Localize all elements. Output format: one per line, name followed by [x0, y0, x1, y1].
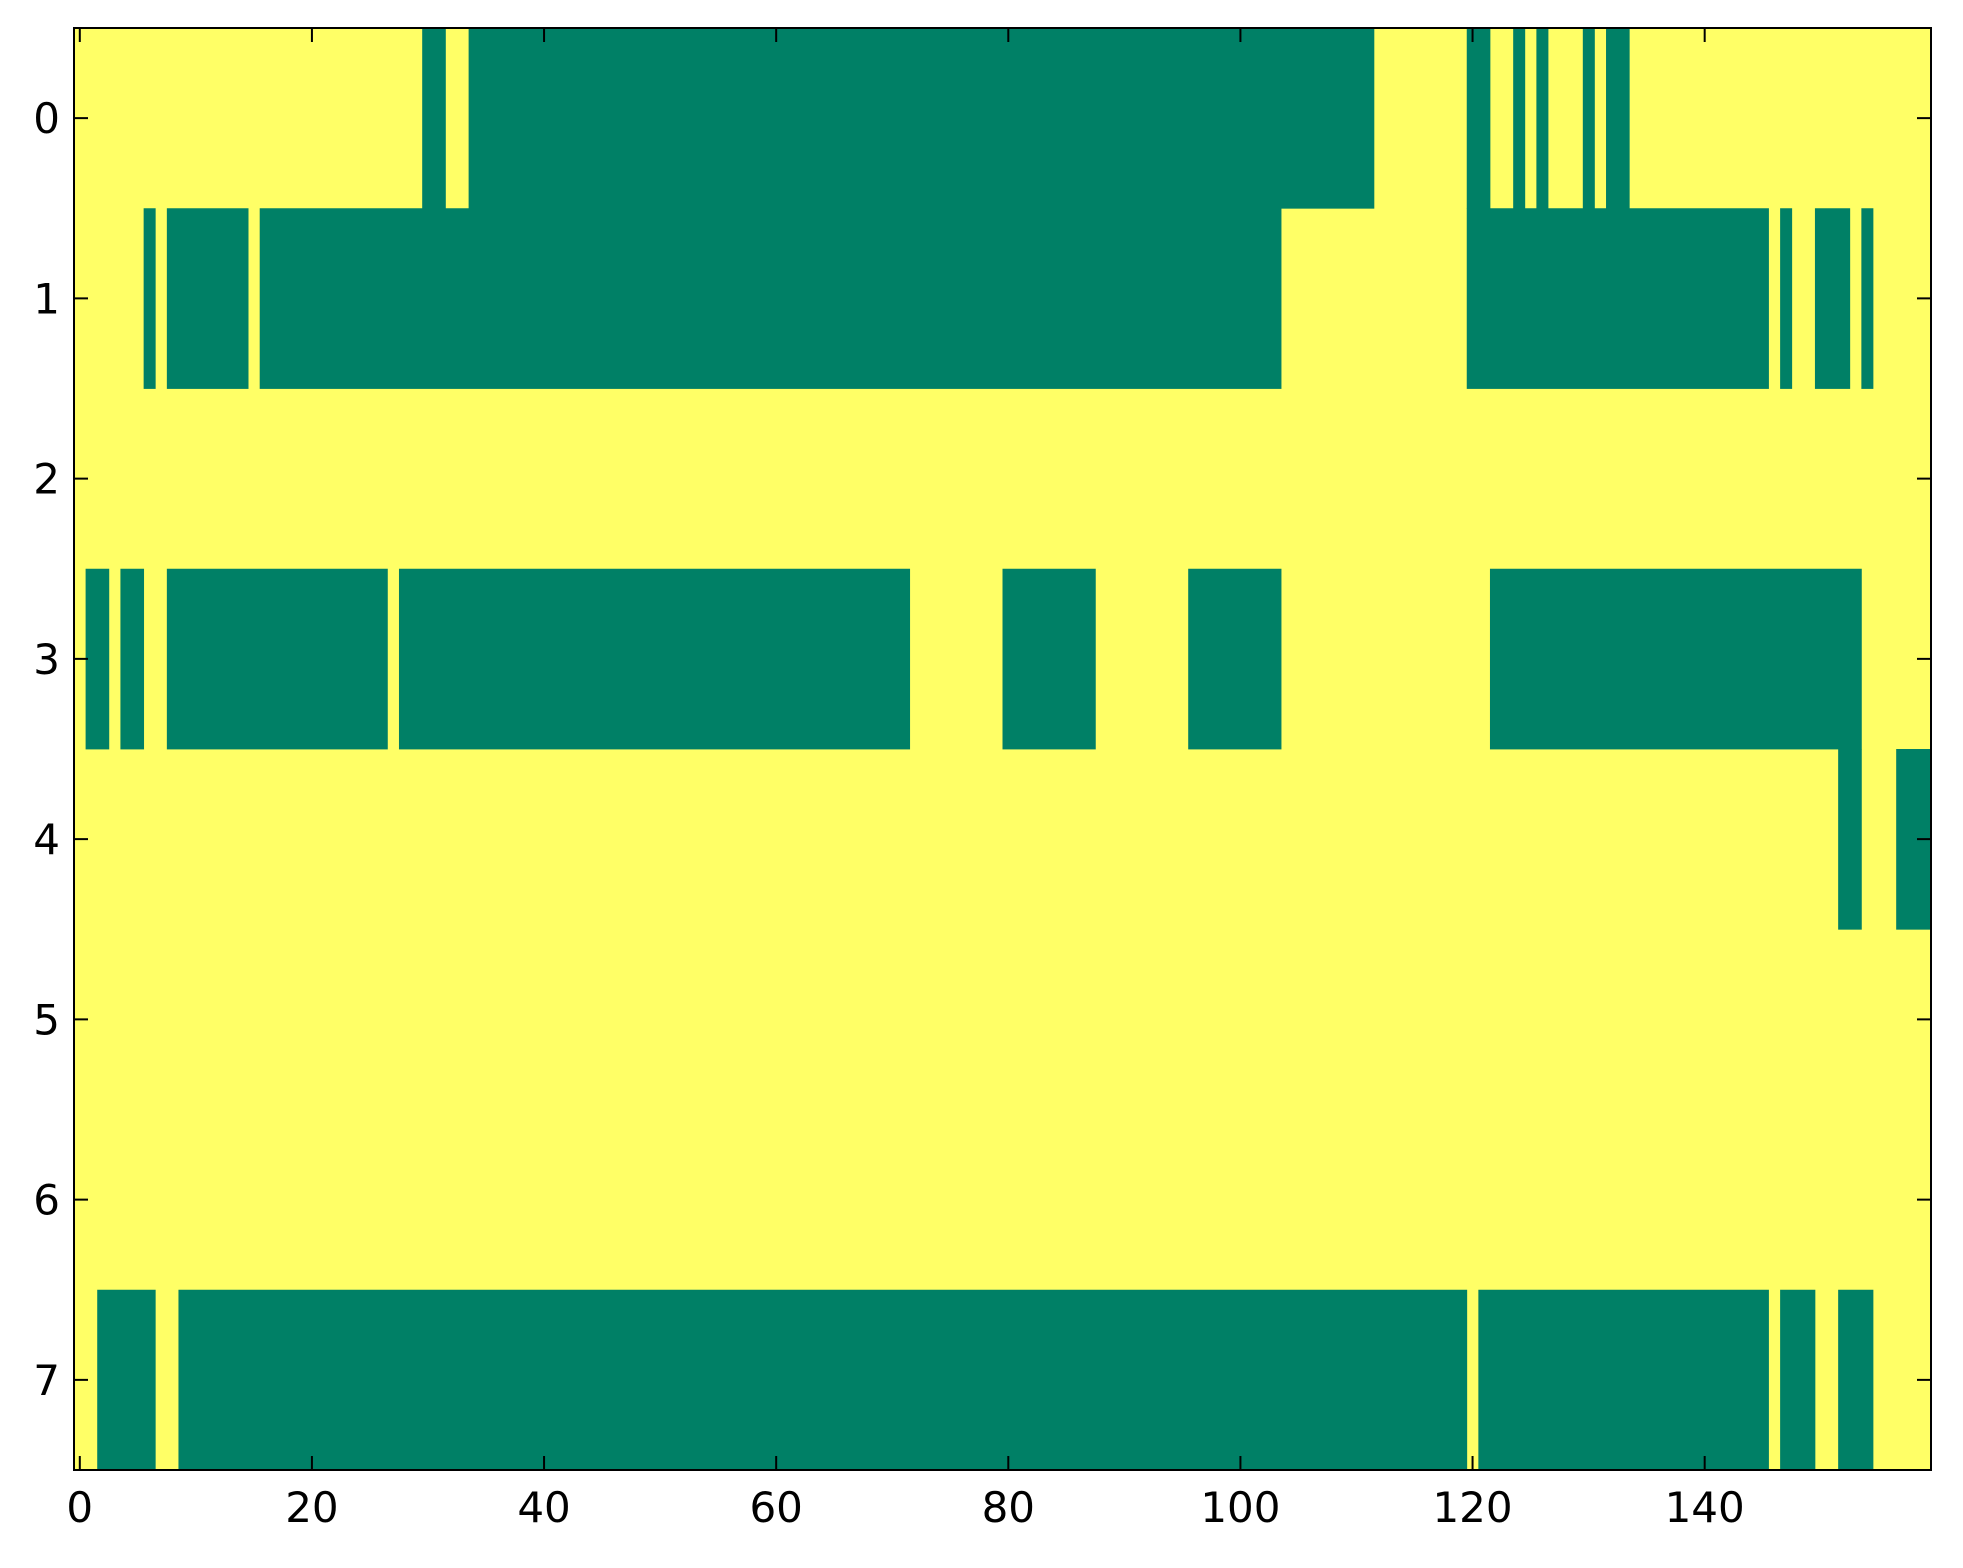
heatmap-cell-run-row-3-col-1-2	[85, 568, 110, 750]
y-tick-label-4: 4	[33, 815, 60, 864]
y-tick-label-2: 2	[33, 455, 60, 504]
heatmap-cell-run-row-7-col-121-145	[1478, 1289, 1769, 1471]
y-tick-label-0: 0	[33, 94, 60, 143]
heatmap-cell-run-row-3-col-4-5	[120, 568, 145, 750]
y-tick-label-3: 3	[33, 635, 60, 684]
x-tick-label-60: 60	[749, 1483, 802, 1532]
x-tick-label-80: 80	[982, 1483, 1035, 1532]
y-tick-label-7: 7	[33, 1356, 60, 1405]
heatmap-cell-run-row-4-col-152-153	[1838, 749, 1862, 930]
heatmap-cell-run-row-3-col-80-87	[1002, 568, 1096, 750]
x-tick-label-120: 120	[1432, 1483, 1512, 1532]
heatmap-cell-run-row-3-col-96-103	[1188, 568, 1282, 750]
heatmap-cell-run-row-7-col-9-119	[178, 1289, 1468, 1471]
heatmap-cell-run-row-3-col-8-26	[166, 568, 388, 750]
heatmap-cell-run-row-0-col-130-130	[1582, 28, 1595, 209]
heatmap-cell-run-row-1-col-147-147	[1780, 208, 1793, 389]
heatmap-cell-run-row-0-col-30-31	[422, 28, 446, 209]
heatmap-cell-run-row-7-col-147-149	[1780, 1289, 1816, 1471]
heatmap-cell-run-row-0-col-124-124	[1513, 28, 1526, 209]
heatmap-cell-run-row-1-col-120-145	[1466, 208, 1769, 389]
x-tick-label-20: 20	[285, 1483, 338, 1532]
heatmap-cell-run-row-0-col-126-126	[1536, 28, 1549, 209]
x-tick-label-40: 40	[517, 1483, 570, 1532]
heatmap-cells	[74, 28, 1932, 1471]
y-tick-label-1: 1	[33, 274, 60, 323]
axes-frame	[73, 27, 1932, 1471]
heatmap-cell-run-row-7-col-152-154	[1838, 1289, 1874, 1471]
heatmap-cell-run-row-1-col-150-152	[1814, 208, 1851, 389]
heatmap-cell-run-row-1-col-8-14	[166, 208, 249, 389]
heatmap-cell-run-row-0-col-120-121	[1466, 28, 1491, 209]
heatmap-cell-run-row-3-col-28-71	[398, 568, 911, 750]
y-tick-label-6: 6	[33, 1176, 60, 1225]
heatmap-cell-run-row-1-col-6-6	[143, 208, 156, 389]
y-tick-label-5: 5	[33, 995, 60, 1044]
heatmap-cell-run-row-0-col-132-133	[1606, 28, 1630, 209]
heatmap-cell-run-row-1-col-154-154	[1861, 208, 1874, 389]
heatmap-cell-run-row-0-col-34-111	[468, 28, 1375, 209]
x-tick-label-140: 140	[1665, 1483, 1745, 1532]
heatmap-cell-run-row-7-col-2-6	[97, 1289, 156, 1471]
plot-frame	[73, 27, 1932, 1471]
x-tick-label-0: 0	[66, 1483, 93, 1532]
y-axis-ticks: 0 1 2 3 4 5 6 7	[33, 94, 1931, 1405]
heatmap-cell-run-row-1-col-16-103	[259, 208, 1282, 389]
x-axis-ticks: 0 20 40 60 80 100 120 140	[66, 28, 1745, 1532]
x-tick-label-100: 100	[1200, 1483, 1280, 1532]
heatmap-cell-run-row-3-col-122-153	[1489, 568, 1862, 750]
